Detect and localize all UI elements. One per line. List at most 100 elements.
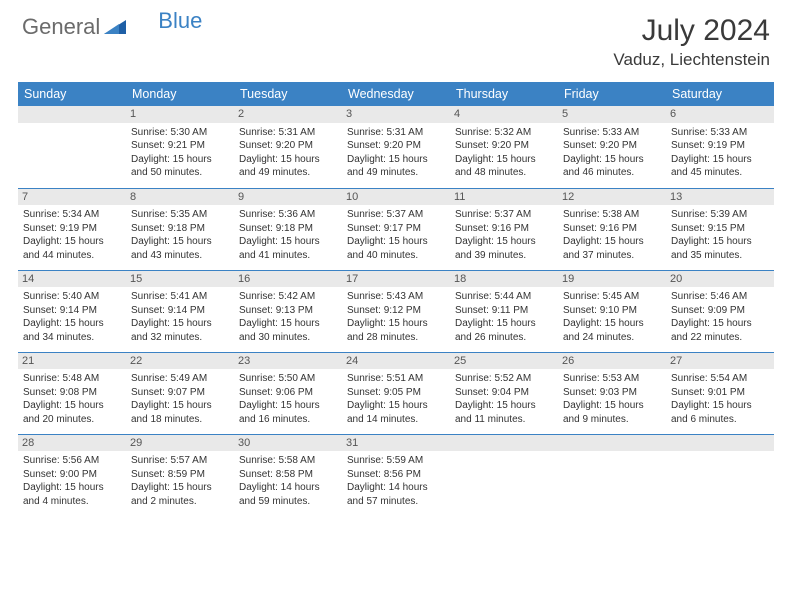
day-number: 26 bbox=[558, 353, 666, 370]
calendar-cell: 27Sunrise: 5:54 AMSunset: 9:01 PMDayligh… bbox=[666, 352, 774, 434]
day-number: 28 bbox=[18, 435, 126, 452]
sunrise-text: Sunrise: 5:36 AM bbox=[239, 208, 337, 222]
location-subtitle: Vaduz, Liechtenstein bbox=[613, 50, 770, 70]
sunrise-text: Sunrise: 5:50 AM bbox=[239, 372, 337, 386]
sunrise-text: Sunrise: 5:40 AM bbox=[23, 290, 121, 304]
sunset-text: Sunset: 9:21 PM bbox=[131, 139, 229, 153]
brand-text-blue: Blue bbox=[158, 8, 202, 34]
calendar-cell: 7Sunrise: 5:34 AMSunset: 9:19 PMDaylight… bbox=[18, 188, 126, 270]
calendar-body: 1Sunrise: 5:30 AMSunset: 9:21 PMDaylight… bbox=[18, 106, 774, 516]
day-number: 24 bbox=[342, 353, 450, 370]
sunset-text: Sunset: 9:16 PM bbox=[455, 222, 553, 236]
sunset-text: Sunset: 9:20 PM bbox=[455, 139, 553, 153]
sunrise-text: Sunrise: 5:58 AM bbox=[239, 454, 337, 468]
weekday-header: Wednesday bbox=[342, 82, 450, 106]
calendar-cell: 25Sunrise: 5:52 AMSunset: 9:04 PMDayligh… bbox=[450, 352, 558, 434]
day-number: 21 bbox=[18, 353, 126, 370]
day-number: 31 bbox=[342, 435, 450, 452]
daylight-text: Daylight: 15 hours and 40 minutes. bbox=[347, 235, 445, 262]
daylight-text: Daylight: 15 hours and 45 minutes. bbox=[671, 153, 769, 180]
brand-logo: General Blue bbox=[22, 14, 202, 40]
day-number: 25 bbox=[450, 353, 558, 370]
weekday-header: Friday bbox=[558, 82, 666, 106]
daylight-text: Daylight: 15 hours and 2 minutes. bbox=[131, 481, 229, 508]
daylight-text: Daylight: 15 hours and 30 minutes. bbox=[239, 317, 337, 344]
sunset-text: Sunset: 9:19 PM bbox=[23, 222, 121, 236]
sunset-text: Sunset: 9:14 PM bbox=[23, 304, 121, 318]
sunrise-text: Sunrise: 5:37 AM bbox=[455, 208, 553, 222]
sunrise-text: Sunrise: 5:44 AM bbox=[455, 290, 553, 304]
daylight-text: Daylight: 15 hours and 32 minutes. bbox=[131, 317, 229, 344]
daylight-text: Daylight: 15 hours and 37 minutes. bbox=[563, 235, 661, 262]
daylight-text: Daylight: 15 hours and 18 minutes. bbox=[131, 399, 229, 426]
sunrise-text: Sunrise: 5:39 AM bbox=[671, 208, 769, 222]
sunrise-text: Sunrise: 5:57 AM bbox=[131, 454, 229, 468]
daylight-text: Daylight: 15 hours and 9 minutes. bbox=[563, 399, 661, 426]
brand-text-general: General bbox=[22, 14, 100, 40]
sunrise-text: Sunrise: 5:59 AM bbox=[347, 454, 445, 468]
day-number: 1 bbox=[126, 106, 234, 123]
calendar-cell: 3Sunrise: 5:31 AMSunset: 9:20 PMDaylight… bbox=[342, 106, 450, 188]
daylight-text: Daylight: 15 hours and 35 minutes. bbox=[671, 235, 769, 262]
calendar-cell: 6Sunrise: 5:33 AMSunset: 9:19 PMDaylight… bbox=[666, 106, 774, 188]
calendar-cell: 1Sunrise: 5:30 AMSunset: 9:21 PMDaylight… bbox=[126, 106, 234, 188]
sunset-text: Sunset: 9:12 PM bbox=[347, 304, 445, 318]
daylight-text: Daylight: 15 hours and 22 minutes. bbox=[671, 317, 769, 344]
sunrise-text: Sunrise: 5:37 AM bbox=[347, 208, 445, 222]
day-number: 15 bbox=[126, 271, 234, 288]
day-number-blank bbox=[450, 435, 558, 452]
sunset-text: Sunset: 9:05 PM bbox=[347, 386, 445, 400]
calendar-cell: 29 Sunrise: 5:57 AMSunset: 8:59 PMDayligh… bbox=[126, 434, 234, 516]
day-number: 8 bbox=[126, 189, 234, 206]
day-number: 29 bbox=[126, 435, 234, 452]
daylight-text: Daylight: 15 hours and 20 minutes. bbox=[23, 399, 121, 426]
sunrise-text: Sunrise: 5:48 AM bbox=[23, 372, 121, 386]
sunrise-text: Sunrise: 5:51 AM bbox=[347, 372, 445, 386]
sunset-text: Sunset: 9:20 PM bbox=[563, 139, 661, 153]
daylight-text: Daylight: 15 hours and 46 minutes. bbox=[563, 153, 661, 180]
day-number: 14 bbox=[18, 271, 126, 288]
day-number: 22 bbox=[126, 353, 234, 370]
daylight-text: Daylight: 15 hours and 41 minutes. bbox=[239, 235, 337, 262]
calendar-cell: 15 Sunrise: 5:41 AMSunset: 9:14 PMDayligh… bbox=[126, 270, 234, 352]
weekday-header-row: SundayMondayTuesdayWednesdayThursdayFrid… bbox=[18, 82, 774, 106]
sunset-text: Sunset: 8:56 PM bbox=[347, 468, 445, 482]
page-header: General Blue July 2024 Vaduz, Liechtenst… bbox=[0, 0, 792, 76]
day-number-blank bbox=[18, 106, 126, 123]
day-number: 23 bbox=[234, 353, 342, 370]
calendar-cell: 17Sunrise: 5:43 AMSunset: 9:12 PMDayligh… bbox=[342, 270, 450, 352]
daylight-text: Daylight: 15 hours and 34 minutes. bbox=[23, 317, 121, 344]
sunset-text: Sunset: 9:14 PM bbox=[131, 304, 229, 318]
day-number: 12 bbox=[558, 189, 666, 206]
brand-mark-icon bbox=[104, 16, 126, 39]
day-number: 10 bbox=[342, 189, 450, 206]
sunset-text: Sunset: 9:00 PM bbox=[23, 468, 121, 482]
page-title: July 2024 bbox=[613, 14, 770, 48]
calendar-cell: 14 Sunrise: 5:40 AMSunset: 9:14 PMDayligh… bbox=[18, 270, 126, 352]
weekday-header: Sunday bbox=[18, 82, 126, 106]
calendar-cell: 11Sunrise: 5:37 AMSunset: 9:16 PMDayligh… bbox=[450, 188, 558, 270]
calendar-cell: 16Sunrise: 5:42 AMSunset: 9:13 PMDayligh… bbox=[234, 270, 342, 352]
sunrise-text: Sunrise: 5:41 AM bbox=[131, 290, 229, 304]
sunset-text: Sunset: 9:20 PM bbox=[347, 139, 445, 153]
sunset-text: Sunset: 9:09 PM bbox=[671, 304, 769, 318]
sunset-text: Sunset: 8:59 PM bbox=[131, 468, 229, 482]
sunrise-text: Sunrise: 5:42 AM bbox=[239, 290, 337, 304]
calendar-week-row: 28Sunrise: 5:56 AMSunset: 9:00 PMDayligh… bbox=[18, 434, 774, 516]
weekday-header: Tuesday bbox=[234, 82, 342, 106]
day-number: 9 bbox=[234, 189, 342, 206]
sunrise-text: Sunrise: 5:43 AM bbox=[347, 290, 445, 304]
sunrise-text: Sunrise: 5:35 AM bbox=[131, 208, 229, 222]
calendar-cell: 12Sunrise: 5:38 AMSunset: 9:16 PMDayligh… bbox=[558, 188, 666, 270]
calendar-week-row: 7Sunrise: 5:34 AMSunset: 9:19 PMDaylight… bbox=[18, 188, 774, 270]
sunrise-text: Sunrise: 5:49 AM bbox=[131, 372, 229, 386]
daylight-text: Daylight: 15 hours and 43 minutes. bbox=[131, 235, 229, 262]
day-number: 27 bbox=[666, 353, 774, 370]
calendar-cell: 24Sunrise: 5:51 AMSunset: 9:05 PMDayligh… bbox=[342, 352, 450, 434]
daylight-text: Daylight: 15 hours and 49 minutes. bbox=[347, 153, 445, 180]
sunrise-text: Sunrise: 5:53 AM bbox=[563, 372, 661, 386]
daylight-text: Daylight: 15 hours and 50 minutes. bbox=[131, 153, 229, 180]
sunset-text: Sunset: 9:03 PM bbox=[563, 386, 661, 400]
sunrise-text: Sunrise: 5:52 AM bbox=[455, 372, 553, 386]
sunset-text: Sunset: 9:08 PM bbox=[23, 386, 121, 400]
